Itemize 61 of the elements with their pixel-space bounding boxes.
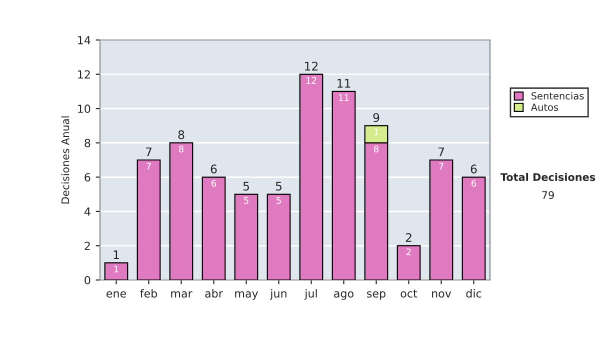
total-label: 2: [406, 233, 412, 242]
data-label: 7: [439, 162, 444, 170]
data-label: 11: [339, 94, 349, 101]
data-label: 7: [146, 162, 151, 170]
y-tick-label: 4: [84, 208, 90, 216]
x-tick-label: may: [235, 291, 258, 300]
text: 79: [542, 191, 554, 200]
y-tick-label: 2: [84, 242, 90, 250]
x-tick-label: oct: [400, 290, 418, 298]
x-tick-label: jul: [304, 289, 317, 300]
total-label: 6: [210, 164, 217, 174]
data-label: 8: [374, 146, 379, 152]
bar: [234, 194, 258, 280]
data-label: 6: [212, 180, 216, 187]
y-tick-label: 6: [84, 173, 90, 182]
y-tick-label: 8: [84, 138, 90, 148]
x-tick-label: dic: [466, 289, 482, 298]
total-label: 5: [243, 182, 249, 191]
y-tick-label: 14: [78, 36, 90, 44]
data-label: 12: [306, 77, 316, 84]
bar: [266, 194, 291, 280]
total-label: 7: [438, 148, 444, 156]
data-label: 5: [276, 197, 281, 204]
data-label: 1: [374, 128, 378, 136]
total-label: 9: [373, 113, 380, 122]
x-tick-label: abr: [205, 289, 223, 298]
total-label: 12: [305, 62, 318, 70]
x-tick-label: sep: [367, 291, 386, 300]
data-label: 6: [472, 180, 476, 187]
bar: [299, 74, 324, 280]
x-tick-label: ene: [106, 291, 126, 298]
x-tick-label: nov: [432, 291, 452, 298]
bar: [169, 142, 194, 280]
total-label: 6: [470, 164, 477, 174]
y-axis-title: Decisiones Anual: [61, 116, 70, 204]
total-label: 5: [276, 182, 282, 191]
x-tick-label: jun: [270, 289, 286, 300]
x-tick-label: mar: [171, 291, 192, 298]
bar: [462, 176, 486, 280]
total-label: 7: [146, 148, 152, 156]
x-tick-label: ago: [334, 291, 354, 300]
y-tick-label: 10: [78, 104, 90, 113]
total-label: 1: [114, 250, 119, 260]
bar: [136, 159, 161, 280]
data-label: 2: [406, 248, 411, 256]
data-label: 5: [244, 197, 248, 204]
bar: [429, 159, 454, 280]
text: Total Decisiones: [500, 172, 596, 182]
y-tick-label: 0: [84, 276, 90, 284]
legend-label: Autos: [530, 104, 558, 111]
data-label: 8: [178, 146, 184, 152]
legend-label: Sentencias: [532, 92, 584, 100]
total-label: 8: [178, 130, 184, 140]
bar: [396, 245, 421, 280]
bar: [202, 176, 226, 280]
data-label: 1: [114, 266, 118, 272]
bar: [332, 90, 356, 280]
total-label: 11: [338, 78, 350, 88]
bar: [104, 262, 128, 280]
y-tick-label: 12: [78, 70, 90, 79]
x-tick-label: feb: [140, 289, 158, 298]
